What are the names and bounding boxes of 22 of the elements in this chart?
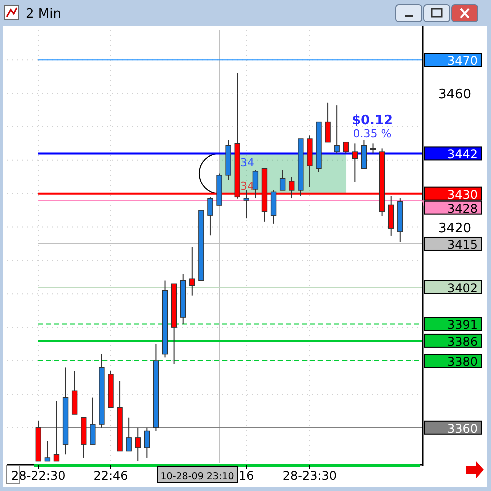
y-tick-label: 3460 bbox=[438, 88, 472, 103]
ref-line-label: 3402 bbox=[447, 281, 478, 296]
x-tick-label: 22:46 bbox=[94, 469, 128, 483]
ref-line-label: 10-28-09 23:10 bbox=[160, 472, 234, 482]
x-tick-label: 28-23:30 bbox=[282, 469, 338, 483]
ref-line-label: 3360 bbox=[447, 422, 478, 436]
y-tick-label: 3420 bbox=[438, 221, 472, 236]
annotation: 34 bbox=[240, 180, 255, 193]
annotation: 34 bbox=[240, 156, 255, 170]
ref-line-label: 3430 bbox=[447, 188, 478, 202]
x-tick-label: 16 bbox=[239, 469, 254, 483]
ref-line-label: 3428 bbox=[447, 202, 478, 216]
chart-title: 2 Min bbox=[26, 7, 62, 22]
ref-line-label: 3380 bbox=[447, 355, 478, 370]
annotation: 0.35 % bbox=[353, 128, 392, 141]
ref-line-label: 3415 bbox=[447, 238, 478, 252]
ref-line-label: 3442 bbox=[447, 148, 478, 162]
ref-line-label: 3386 bbox=[447, 334, 478, 349]
ref-line-label: 3470 bbox=[447, 54, 478, 68]
ref-line-label: 3391 bbox=[447, 318, 478, 332]
x-tick-label: 28-22:30 bbox=[12, 469, 66, 483]
annotation: $0.12 bbox=[352, 114, 394, 129]
